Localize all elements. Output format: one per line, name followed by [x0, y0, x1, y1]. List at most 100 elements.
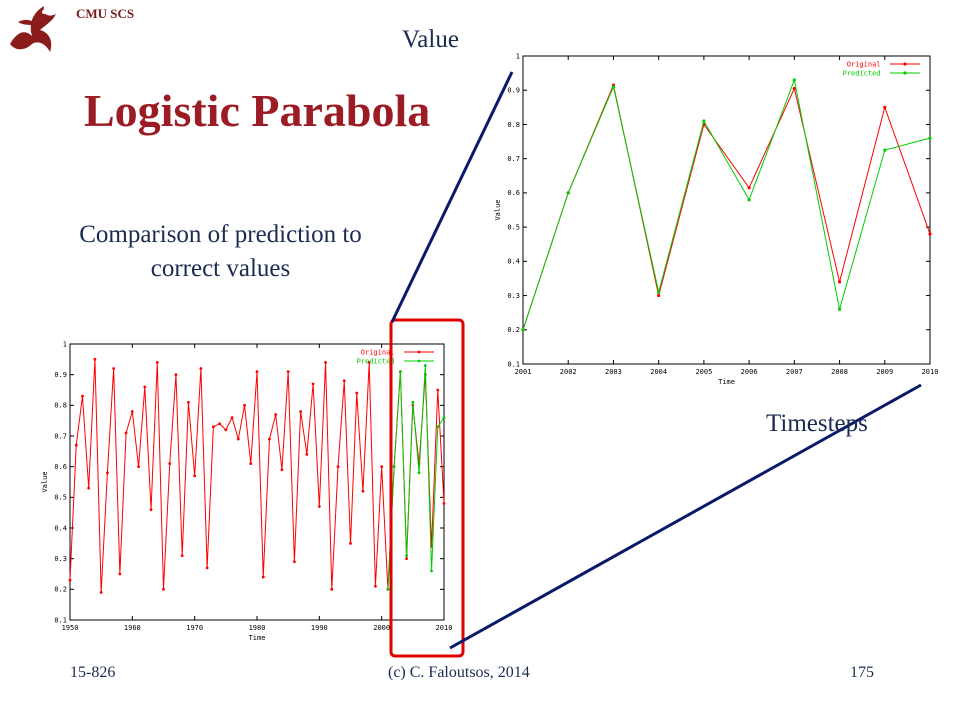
x-tick-label: 2001	[515, 368, 532, 376]
plot-frame	[522, 55, 931, 365]
data-point	[411, 400, 415, 404]
data-point	[143, 385, 147, 389]
y-tick-label: 0.2	[507, 326, 520, 334]
data-point	[205, 566, 209, 570]
data-point	[837, 307, 842, 311]
data-point	[657, 293, 661, 298]
data-point	[74, 443, 78, 447]
x-tick-label: 2002	[560, 368, 577, 376]
data-point	[68, 578, 72, 582]
legend-marker	[417, 350, 421, 354]
data-point	[137, 465, 140, 469]
x-tick-label: 1970	[186, 624, 203, 632]
data-point	[928, 136, 932, 140]
data-point	[747, 186, 751, 190]
legend-marker	[903, 62, 907, 66]
x-tick-label: 2010	[922, 368, 939, 376]
data-point	[521, 328, 525, 332]
data-point	[293, 560, 296, 564]
data-point	[386, 587, 390, 591]
connector-line-top	[390, 71, 514, 323]
data-point	[224, 428, 228, 432]
data-point	[112, 367, 116, 370]
data-point	[118, 572, 122, 576]
y-tick-label: 0.4	[54, 524, 67, 532]
data-point	[230, 416, 234, 419]
footer-page: 175	[850, 664, 874, 681]
x-tick-label: 2008	[831, 368, 848, 376]
value-callout: Value	[402, 26, 459, 53]
data-point	[837, 280, 842, 284]
y-tick-label: 0.3	[54, 555, 67, 563]
data-point	[442, 502, 446, 505]
x-tick-label: 1960	[124, 624, 141, 632]
y-tick-label: 0.7	[507, 155, 520, 163]
data-point	[174, 373, 178, 377]
data-point	[324, 361, 327, 364]
x-axis-label: Time	[249, 634, 266, 642]
y-tick-label: 0.1	[54, 616, 67, 624]
series-line-predicted	[522, 78, 931, 330]
data-point	[199, 367, 203, 370]
data-point	[355, 391, 359, 395]
data-point	[317, 505, 321, 508]
x-tick-label: 2000	[373, 624, 390, 632]
y-tick-label: 0.9	[54, 371, 67, 379]
data-point	[81, 394, 84, 398]
data-point	[149, 508, 153, 511]
y-tick-label: 0.8	[507, 121, 520, 129]
data-point	[130, 410, 134, 413]
y-tick-label: 0.8	[54, 402, 67, 410]
main-chart: 0.1 0.2 0.3 0.4 0.5 0.6 0.7 0.8 0.9 1 1950 1960 1970…	[41, 340, 452, 642]
zoom-highlight-box	[389, 318, 465, 658]
data-point	[883, 148, 887, 152]
data-point	[305, 453, 309, 456]
data-point	[180, 554, 184, 557]
data-point	[99, 591, 103, 594]
cmu-scs-dragon-logo	[10, 6, 56, 52]
series-line-predicted	[387, 365, 445, 590]
x-tick-label: 2007	[786, 368, 803, 376]
data-point	[255, 370, 259, 373]
x-tick-label: 2006	[741, 368, 758, 376]
data-point	[330, 587, 334, 591]
data-point	[349, 541, 352, 545]
data-point	[417, 471, 421, 475]
data-point	[249, 462, 253, 465]
data-point	[611, 85, 616, 89]
y-tick-label: 0.6	[54, 463, 67, 471]
data-point	[792, 86, 796, 91]
data-point	[430, 569, 433, 573]
x-axis-label: Time	[718, 378, 735, 386]
data-point	[702, 119, 706, 123]
y-tick-label: 1	[516, 52, 520, 60]
slide-title: Logistic Parabola	[84, 85, 431, 136]
plot-area	[521, 78, 932, 332]
data-point	[162, 587, 165, 591]
data-point	[380, 465, 384, 469]
zoom-chart: 0.1 0.2 0.3 0.4 0.5 0.6 0.7 0.8 0.9 1 2001 2002 2003…	[494, 52, 939, 386]
data-point	[436, 425, 440, 429]
data-point	[261, 575, 265, 579]
legend-label-original: Original	[361, 348, 395, 356]
legend-marker	[903, 71, 907, 75]
data-point	[268, 437, 271, 441]
x-tick-label: 1990	[311, 624, 328, 632]
data-point	[405, 554, 408, 557]
data-point	[792, 78, 796, 82]
y-tick-label: 0.4	[507, 258, 520, 266]
data-point	[423, 364, 427, 367]
data-point	[405, 557, 408, 561]
x-tick-label: 2004	[650, 368, 667, 376]
data-point	[442, 416, 446, 419]
data-point	[274, 413, 278, 416]
y-tick-label: 0.5	[54, 494, 67, 502]
data-point	[928, 232, 932, 236]
slide-subtitle: Comparison of prediction to correct valu…	[79, 221, 362, 282]
y-tick-label: 0.1	[507, 360, 520, 368]
footer-author: (c) C. Faloutsos, 2014	[388, 664, 530, 681]
y-tick-label: 0.3	[507, 292, 520, 300]
data-point	[361, 489, 365, 493]
y-axis-label: Value	[494, 199, 502, 220]
